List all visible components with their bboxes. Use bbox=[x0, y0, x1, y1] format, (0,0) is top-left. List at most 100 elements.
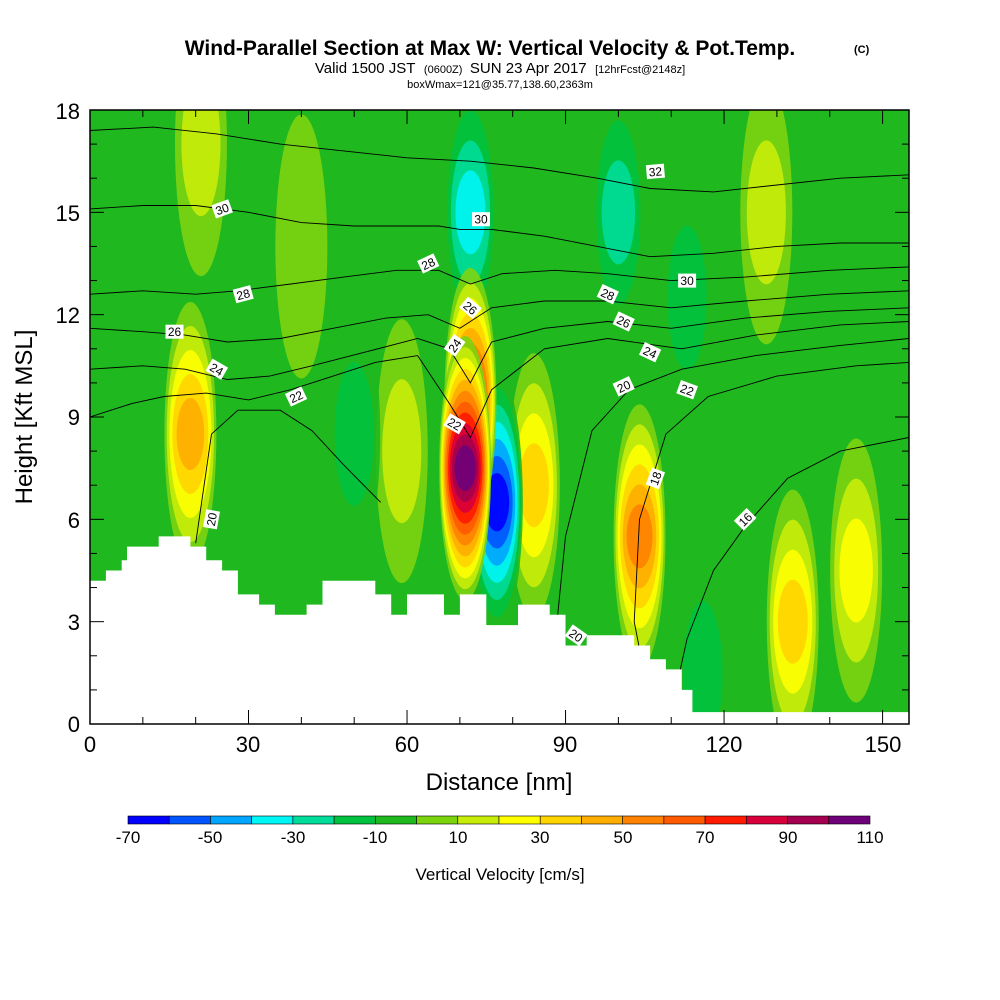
contour-label-bg bbox=[678, 273, 697, 288]
y-tick-label: 3 bbox=[68, 610, 80, 635]
velocity-core-shade bbox=[777, 579, 808, 664]
cb-label: 110 bbox=[856, 828, 883, 847]
chart-subtitle: Valid 1500 JST (0600Z) SUN 23 Apr 2017 [… bbox=[315, 60, 685, 77]
contour-label-text: 28 bbox=[599, 285, 617, 303]
velocity-core-shade bbox=[454, 445, 476, 492]
vertical-velocity-field bbox=[164, 110, 883, 724]
contour-label-bg bbox=[596, 284, 619, 305]
contour-label-bg bbox=[443, 334, 466, 357]
x-axis-title: Distance [nm] bbox=[426, 769, 573, 796]
contour-label: 22 bbox=[284, 386, 308, 407]
contour-label-bg bbox=[203, 509, 220, 530]
y-tick-label: 6 bbox=[68, 508, 80, 533]
velocity-core-shade bbox=[181, 110, 221, 217]
plot-area bbox=[90, 110, 909, 724]
contour-label-bg bbox=[733, 507, 757, 531]
colorbar-swatch bbox=[292, 815, 335, 825]
contour-label-bg bbox=[645, 467, 666, 490]
subtitle-forecast: [12hrFcst@2148z] bbox=[595, 64, 685, 76]
subtitle-date: SUN 23 Apr 2017 bbox=[470, 60, 587, 77]
theta-contour-line bbox=[90, 321, 909, 439]
velocity-core-shade bbox=[839, 518, 873, 623]
contour-label: 30 bbox=[211, 199, 233, 219]
contour-label-bg bbox=[645, 163, 665, 180]
contour-label-text: 22 bbox=[678, 381, 696, 399]
box-max-info: boxWmax=121@35.77,138.60,2363m bbox=[407, 79, 593, 91]
colorbar-swatch bbox=[416, 815, 459, 825]
contour-label: 18 bbox=[645, 467, 666, 490]
contour-label: 26 bbox=[612, 311, 635, 332]
cb-label: 70 bbox=[696, 828, 715, 847]
contour-label: 30 bbox=[678, 273, 697, 288]
contour-label-bg bbox=[459, 296, 482, 319]
velocity-core-shade bbox=[601, 160, 636, 265]
contour-label-bg bbox=[612, 311, 635, 332]
contour-label-bg bbox=[211, 199, 233, 219]
contour-label: 28 bbox=[417, 253, 440, 274]
velocity-core-shade bbox=[382, 379, 422, 524]
contour-label-text: 30 bbox=[680, 274, 694, 288]
contour-label-bg bbox=[232, 285, 254, 304]
theta-contour-line bbox=[633, 361, 909, 704]
contour-label-bg bbox=[472, 212, 490, 227]
velocity-core-shade bbox=[683, 600, 723, 724]
velocity-core-shade bbox=[176, 398, 205, 471]
velocity-core-shade bbox=[275, 114, 328, 379]
contour-label-text: 18 bbox=[647, 470, 665, 488]
colorbar-swatch bbox=[746, 815, 788, 825]
y-tick-label: 0 bbox=[68, 712, 80, 737]
x-tick-label: 60 bbox=[395, 732, 419, 757]
contour-label: 30 bbox=[472, 212, 490, 227]
axis-ticks bbox=[89, 109, 909, 725]
y-tick-label: 18 bbox=[56, 99, 80, 124]
theta-contour-line bbox=[195, 409, 381, 544]
contour-label-text: 26 bbox=[168, 325, 182, 339]
terrain-layer bbox=[90, 536, 909, 724]
y-axis-title: Height [Kft MSL] bbox=[11, 330, 38, 505]
subtitle-utc: (0600Z) bbox=[424, 64, 463, 76]
contour-label-text: 22 bbox=[287, 388, 305, 406]
contour-label: 28 bbox=[232, 285, 254, 304]
theta-contour-line bbox=[554, 338, 909, 643]
colorbar-swatch bbox=[539, 815, 582, 825]
contour-label-bg bbox=[284, 386, 308, 407]
potential-temperature-contours bbox=[90, 126, 909, 711]
contour-label-text: 20 bbox=[204, 511, 220, 527]
colorbar-swatch bbox=[581, 815, 623, 825]
velocity-core-shade bbox=[746, 140, 786, 285]
contour-label-bg bbox=[165, 324, 184, 339]
x-tick-label: 90 bbox=[553, 732, 577, 757]
contour-label-bg bbox=[417, 253, 440, 274]
x-tick-label: 0 bbox=[84, 732, 96, 757]
colorbar-swatch bbox=[210, 815, 252, 825]
contour-label: 24 bbox=[638, 342, 662, 363]
contour-label-text: 28 bbox=[235, 286, 252, 303]
contour-label-text: 24 bbox=[207, 360, 226, 379]
contour-label-text: 32 bbox=[648, 164, 663, 179]
title-copyright-mark: (C) bbox=[854, 44, 870, 56]
x-tick-label: 120 bbox=[706, 732, 743, 757]
subtitle-valid: Valid 1500 JST bbox=[315, 60, 416, 77]
contour-label: 26 bbox=[459, 296, 482, 319]
cb-label: -10 bbox=[363, 828, 388, 847]
contour-label-text: 28 bbox=[419, 255, 437, 273]
cb-label: -50 bbox=[198, 828, 223, 847]
colorbar-swatch bbox=[168, 815, 211, 825]
contour-label: 22 bbox=[676, 380, 698, 400]
contour-labels: 20 20 22 22 24 24 26 26 28 28 30 30 30 32 28 26 24 22 20 18… bbox=[165, 163, 757, 647]
colorbar-swatch bbox=[333, 815, 376, 825]
y-tick-label: 9 bbox=[68, 405, 80, 430]
contour-label: 20 bbox=[612, 376, 635, 397]
velocity-core-shade bbox=[455, 170, 486, 255]
contour-label-bg bbox=[676, 380, 698, 400]
contour-label-text: 20 bbox=[615, 377, 633, 395]
contour-label-bg bbox=[205, 358, 229, 380]
cb-label: 90 bbox=[779, 828, 798, 847]
contour-label-text: 30 bbox=[214, 200, 232, 218]
velocity-core-shade bbox=[334, 362, 374, 507]
y-tick-label: 15 bbox=[56, 201, 80, 226]
colorbar-swatch bbox=[704, 815, 747, 825]
colorbar-swatch bbox=[622, 815, 665, 825]
colorbar-swatch bbox=[127, 815, 170, 825]
